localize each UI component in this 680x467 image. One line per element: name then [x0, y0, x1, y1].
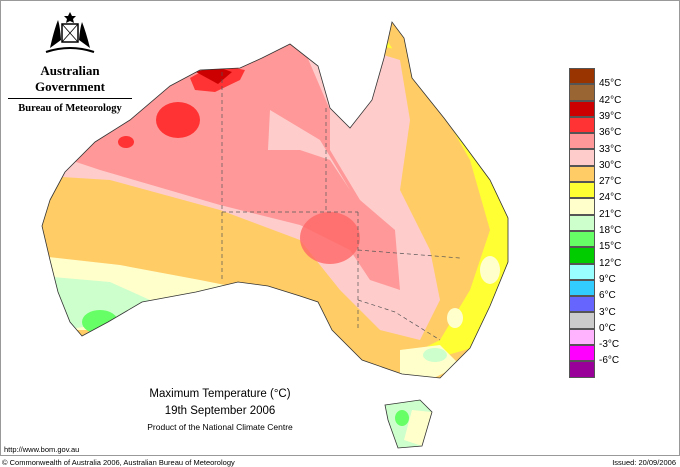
legend-label: 33°C: [599, 143, 622, 155]
legend-label: 3°C: [599, 306, 616, 318]
legend-label: -6°C: [599, 355, 620, 367]
product-line: Product of the National Climate Centre: [147, 422, 293, 432]
title-line: Maximum Temperature (°C): [149, 388, 291, 400]
copyright: © Commonwealth of Australia 2006, Austra…: [2, 458, 235, 467]
legend-swatch: [569, 198, 595, 215]
temperature-legend: 45°C 42°C 39°C 36°C 33°C 30°C 27°C 24°C 21°C 18°C…: [569, 68, 621, 378]
legend-label: 30°C: [599, 159, 622, 171]
legend-swatch: [569, 247, 595, 264]
legend-swatch: [569, 116, 595, 134]
legend-label: 18°C: [599, 225, 622, 236]
legend-swatch: [569, 214, 595, 231]
website-link[interactable]: http://www.bom.gov.au: [4, 445, 80, 454]
legend-label: 36°C: [599, 127, 622, 139]
legend-swatch: [569, 100, 595, 117]
legend-label: 27°C: [599, 176, 622, 188]
legend-swatch: [569, 361, 595, 378]
org-name: Australian Government: [34, 63, 106, 94]
legend-label: 45°C: [599, 78, 622, 90]
legend-swatch: [569, 133, 595, 150]
legend-swatch: [569, 230, 595, 248]
legend-swatch: [569, 345, 595, 362]
legend-label: 21°C: [599, 208, 622, 220]
legend-label: 15°C: [599, 241, 622, 253]
legend-label: 12°C: [599, 257, 622, 269]
legend-swatch: [569, 328, 595, 346]
legend-swatch: [569, 68, 595, 85]
legend-label: 6°C: [599, 290, 616, 302]
map-title: Maximum Temperature (°C) 19th September …: [120, 388, 320, 432]
legend-label: 39°C: [599, 110, 622, 122]
legend-swatch: [569, 84, 595, 101]
state-borders: [221, 72, 461, 341]
legend-swatch: [569, 182, 595, 199]
legend-swatch: [569, 279, 595, 297]
coat-of-arms-icon: [45, 12, 95, 53]
legend-label: -3°C: [599, 339, 620, 351]
legend-swatch: [569, 263, 595, 280]
date-line: 19th September 2006: [164, 405, 276, 417]
legend-label: 24°C: [599, 192, 622, 204]
agency-name: Bureau of Meteorology: [8, 98, 132, 114]
legend-swatch: [569, 165, 595, 183]
bom-logo: Australian Government Bureau of Meteorol…: [8, 10, 132, 114]
legend-label: 42°C: [599, 94, 622, 106]
legend-label: 9°C: [599, 273, 616, 285]
legend-label: 0°C: [599, 322, 616, 334]
legend-swatch: [569, 149, 595, 166]
legend-swatch: [569, 296, 595, 313]
legend-swatch: [569, 312, 595, 329]
issued-date: Issued: 20/09/2006: [612, 458, 676, 467]
